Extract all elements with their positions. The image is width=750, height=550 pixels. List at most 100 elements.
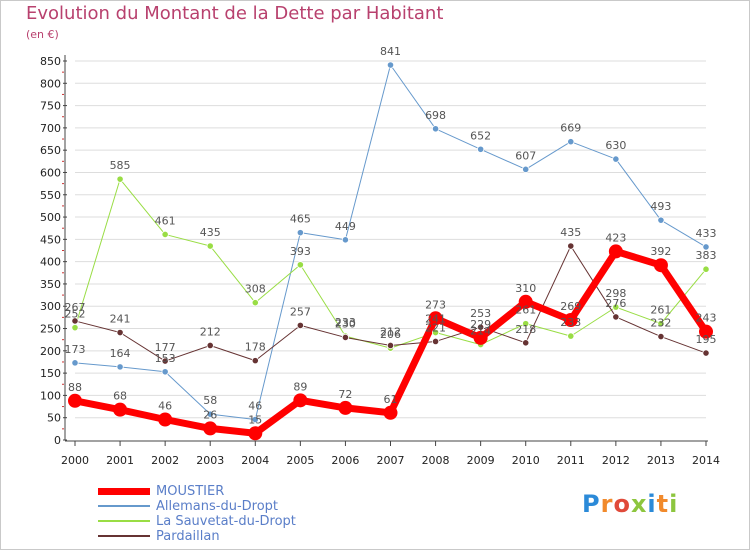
data-point [431,125,440,133]
data-label: 493 [650,200,671,213]
data-point [161,357,169,365]
data-label: 393 [290,245,311,258]
data-label: 153 [155,352,176,365]
data-label: 261 [515,304,536,317]
legend-item-moustier[interactable]: MOUSTIER [98,484,358,499]
data-point [116,363,124,371]
data-label: 252 [65,308,86,321]
y-tick-label: 50 [47,412,61,425]
data-point [657,216,665,224]
chart-title: Evolution du Montant de la Dette par Hab… [26,3,444,24]
legend-label-allemans: Allemans-du-Dropt [156,499,279,514]
y-tick-label: 750 [40,100,61,113]
data-label: 243 [696,312,717,325]
data-point [341,236,350,244]
data-label: 308 [245,283,266,296]
x-tick-label: 2004 [241,454,269,467]
legend-swatch-pardaillan [98,535,150,537]
data-point [386,341,395,350]
y-tick-label: 300 [40,300,61,313]
data-label: 465 [290,213,311,226]
data-point [161,368,169,376]
legend-item-allemans[interactable]: Allemans-du-Dropt [98,499,358,514]
data-label: 214 [470,325,491,338]
data-label: 267 [65,301,86,314]
x-tick-label: 2006 [331,454,359,467]
data-label: 652 [470,129,491,142]
data-point [657,320,665,328]
data-point [248,426,263,441]
y-tick-label: 800 [40,77,61,90]
series-points [68,61,713,441]
data-label: 241 [425,313,446,326]
x-tick-label: 2013 [647,454,675,467]
data-label: 585 [110,159,131,172]
data-point [702,349,710,357]
y-tick-labels: 0 50 100 150 200 250 300 350 400 450 500 550 600 650 7… [40,55,61,447]
y-tick-label: 650 [40,144,61,157]
legend-swatch-allemans [98,505,150,507]
data-point [428,311,443,326]
data-label: 178 [245,341,266,354]
axes [62,55,708,446]
y-tick-label: 400 [40,256,61,269]
data-label: 58 [203,394,217,407]
y-tick-label: 350 [40,278,61,291]
y-tick-label: 450 [40,233,61,246]
data-point [158,412,173,427]
y-tick-label: 100 [40,389,61,402]
data-point [657,332,665,341]
legend-item-pardaillan[interactable]: Pardaillan [98,529,358,544]
x-tick-label: 2008 [422,454,450,467]
data-point [296,229,304,237]
data-point [431,337,440,346]
data-label: 206 [380,328,401,341]
x-tick-label: 2014 [692,454,720,467]
data-point [338,400,353,415]
data-label: 61 [384,393,398,406]
data-point [116,328,124,337]
data-label: 298 [605,287,626,300]
x-tick-label: 2001 [106,454,134,467]
data-point [341,333,350,342]
x-tick-label: 2003 [196,454,224,467]
data-point [293,393,308,408]
data-point [383,405,398,420]
data-label: 607 [515,149,536,162]
data-label: 88 [68,381,82,394]
data-point [612,303,620,311]
legend-label-moustier: MOUSTIER [156,484,225,499]
data-label: 461 [155,214,176,227]
data-point [522,339,530,347]
data-label: 383 [696,249,717,262]
data-point [567,332,575,340]
data-point [206,341,214,350]
data-label: 72 [338,388,352,401]
y-axis-unit: (en €) [26,28,59,41]
data-point [206,242,214,250]
data-label: 269 [560,300,581,313]
data-labels: 173 164 153 58 46 465 449 841 698 652 607 669 630 493… [65,45,717,426]
data-label: 253 [470,307,491,320]
data-label: 46 [248,399,262,412]
data-label: 233 [560,316,581,329]
data-label: 229 [470,318,491,331]
x-tick-label: 2010 [512,454,540,467]
data-point [251,299,259,307]
x-tick-label: 2005 [286,454,314,467]
data-label: 233 [335,316,356,329]
y-tick-label: 850 [40,55,61,68]
data-point [612,155,620,163]
data-label: 218 [515,323,536,336]
x-tick-label: 2009 [467,454,495,467]
data-label: 392 [650,245,671,258]
data-point [296,321,304,330]
x-tick-label: 2002 [151,454,179,467]
data-point [251,357,259,365]
x-tick-label: 2011 [557,454,585,467]
legend-item-sauvetat[interactable]: La Sauvetat-du-Dropt [98,514,358,529]
legend-label-pardaillan: Pardaillan [156,529,220,544]
data-point [477,323,485,331]
data-point [702,243,710,251]
legend-swatch-moustier [98,488,150,495]
